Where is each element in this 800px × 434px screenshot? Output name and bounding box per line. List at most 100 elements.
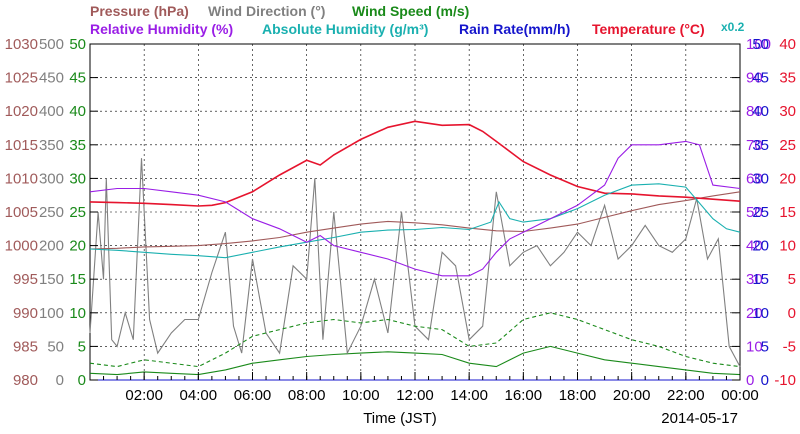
left-axes: 1030102510201015101010051000995990985980… <box>5 36 98 389</box>
x-tick-label: 06:00 <box>234 387 272 404</box>
legend-absolute-humidity: Absolute Humidity (g/m³) <box>262 21 428 37</box>
y-tick-label-rel_hum: 0 <box>746 372 754 389</box>
y-tick-label-pressure: 995 <box>13 271 38 288</box>
y-tick-label-wind_dir: 250 <box>39 204 64 221</box>
y-tick-label-rel_hum: 90 <box>746 70 763 87</box>
legend-relative-humidity: Relative Humidity (%) <box>90 21 233 37</box>
y-tick-label-temp: -5 <box>783 338 796 355</box>
y-tick-label-wind_dir: 50 <box>47 338 64 355</box>
y-tick-label-wind_speed: 30 <box>69 170 86 187</box>
x-tick-label: 16:00 <box>505 387 543 404</box>
y-tick-label-wind_speed: 20 <box>69 238 86 255</box>
legend-wind-speed: Wind Speed (m/s) <box>352 3 469 19</box>
y-tick-label-rel_hum: 80 <box>746 103 763 120</box>
y-tick-label-temp: 15 <box>779 204 796 221</box>
y-tick-label-temp: 20 <box>779 170 796 187</box>
x-tick-label: 14:00 <box>450 387 488 404</box>
y-tick-label-wind_dir: 150 <box>39 271 64 288</box>
y-tick-label-pressure: 980 <box>13 372 38 389</box>
y-tick-label-wind_dir: 100 <box>39 305 64 322</box>
y-tick-label-rain: 30 <box>752 170 769 187</box>
y-tick-label-wind_speed: 10 <box>69 305 86 322</box>
series-wind-speed-gust-m-s <box>89 312 741 368</box>
series-pressure-hpa <box>89 191 741 250</box>
x-tick-label: 08:00 <box>288 387 326 404</box>
x-axis-label: Time (JST) <box>363 410 437 427</box>
y-tick-label-rel_hum: 40 <box>746 238 763 255</box>
y-tick-label-temp: 10 <box>779 238 796 255</box>
series-relative-humidity <box>89 140 741 277</box>
y-tick-label-wind_dir: 0 <box>56 372 64 389</box>
right-axes: 1009080706050403020100504540353025201510… <box>732 36 796 389</box>
x-tick-label: 22:00 <box>667 387 705 404</box>
y-tick-label-pressure: 985 <box>13 338 38 355</box>
y-tick-label-temp: 5 <box>788 271 796 288</box>
y-tick-label-wind_speed: 15 <box>69 271 86 288</box>
y-tick-label-wind_speed: 50 <box>69 36 86 53</box>
y-tick-label-rain: 0 <box>761 372 769 389</box>
y-tick-label-wind_speed: 25 <box>69 204 86 221</box>
series-absolute-humidity-g-m <box>89 183 741 259</box>
y-tick-label-wind_dir: 500 <box>39 36 64 53</box>
y-tick-label-wind_dir: 450 <box>39 70 64 87</box>
y-tick-label-pressure: 1020 <box>5 103 38 120</box>
y-tick-label-temp: 30 <box>779 103 796 120</box>
y-tick-label-rain: 45 <box>752 70 769 87</box>
grid <box>90 44 740 380</box>
y-tick-label-rain: 20 <box>752 238 769 255</box>
y-tick-label-pressure: 990 <box>13 305 38 322</box>
y-tick-label-rel_hum: 100 <box>746 36 771 53</box>
series-temperature-c <box>89 120 741 207</box>
y-tick-label-pressure: 1015 <box>5 137 38 154</box>
y-tick-label-rel_hum: 10 <box>746 338 763 355</box>
legend-row-1: Pressure (hPa) Wind Direction (°) Wind S… <box>90 3 469 19</box>
legend-row-2: Relative Humidity (%) Absolute Humidity … <box>90 20 745 37</box>
x-tick-label: 12:00 <box>396 387 434 404</box>
y-tick-label-rain: 50 <box>752 36 769 53</box>
y-tick-label-rel_hum: 30 <box>746 271 763 288</box>
y-tick-label-rel_hum: 50 <box>746 204 763 221</box>
y-tick-label-rel_hum: 60 <box>746 170 763 187</box>
y-tick-label-pressure: 1025 <box>5 70 38 87</box>
legend-rain-rate: Rain Rate(mm/h) <box>459 21 570 37</box>
y-tick-label-wind_dir: 200 <box>39 238 64 255</box>
x-tick-label: 10:00 <box>342 387 380 404</box>
legend-pressure: Pressure (hPa) <box>90 3 189 19</box>
y-tick-label-rel_hum: 20 <box>746 305 763 322</box>
y-tick-label-rain: 5 <box>761 338 769 355</box>
date-label: 2014-05-17 <box>661 410 738 427</box>
y-tick-label-rel_hum: 70 <box>746 137 763 154</box>
y-tick-label-temp: 40 <box>779 36 796 53</box>
y-tick-label-wind_speed: 0 <box>78 372 86 389</box>
y-tick-label-rain: 25 <box>752 204 769 221</box>
y-tick-label-wind_dir: 300 <box>39 170 64 187</box>
y-tick-label-pressure: 1005 <box>5 204 38 221</box>
y-tick-label-wind_speed: 40 <box>69 103 86 120</box>
y-tick-label-temp: 0 <box>788 305 796 322</box>
y-tick-label-wind_speed: 5 <box>78 338 86 355</box>
y-tick-label-pressure: 1000 <box>5 238 38 255</box>
y-tick-label-rain: 35 <box>752 137 769 154</box>
x-axis: 02:00 04:00 06:00 08:00 10:00 12:00 14:00 16:00… <box>89 372 759 404</box>
y-tick-label-temp: 35 <box>779 70 796 87</box>
y-tick-label-wind_dir: 350 <box>39 137 64 154</box>
y-tick-label-wind_speed: 35 <box>69 137 86 154</box>
legend-temperature: Temperature (°C) <box>592 21 705 37</box>
y-tick-label-pressure: 1010 <box>5 170 38 187</box>
y-tick-label-wind_speed: 45 <box>69 70 86 87</box>
x-tick-label: 04:00 <box>180 387 218 404</box>
y-tick-label-wind_dir: 400 <box>39 103 64 120</box>
y-tick-label-rain: 40 <box>752 103 769 120</box>
x-tick-label: 02:00 <box>125 387 163 404</box>
x-tick-label: 00:00 <box>721 387 759 404</box>
y-tick-label-temp: -10 <box>774 372 796 389</box>
y-tick-label-rain: 15 <box>752 271 769 288</box>
x-tick-label: 18:00 <box>559 387 597 404</box>
y-tick-label-rain: 10 <box>752 305 769 322</box>
x-tick-label: 20:00 <box>613 387 651 404</box>
y-tick-label-temp: 25 <box>779 137 796 154</box>
series-wind-direction <box>89 158 741 367</box>
abs-humidity-scale-note: x0.2 <box>721 20 745 34</box>
legend-wind-direction: Wind Direction (°) <box>208 3 325 19</box>
